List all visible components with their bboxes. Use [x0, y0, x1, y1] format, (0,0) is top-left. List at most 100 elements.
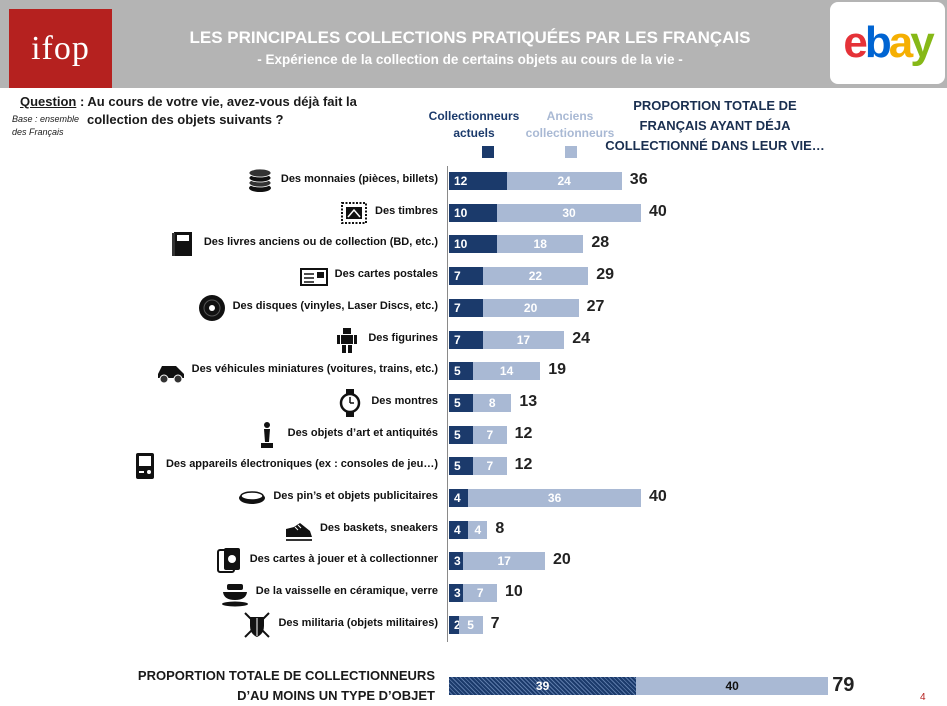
page-title: LES PRINCIPALES COLLECTIONS PRATIQUÉES P…	[189, 28, 751, 47]
base-note: Base : ensemble des Français	[12, 114, 80, 137]
game-console-icon	[130, 451, 160, 481]
legend-former-label: Anciens collectionneurs	[525, 109, 615, 140]
row-total-value: 27	[586, 297, 605, 315]
bar-former: 7	[473, 457, 507, 476]
stamp-icon	[339, 198, 369, 228]
bar-former: 18	[497, 235, 584, 254]
bar-current: 3	[449, 584, 464, 603]
bar-current: 4	[449, 489, 469, 507]
bar-former: 7	[473, 425, 507, 444]
category-label: Des montres	[371, 394, 438, 407]
bar-current: 5	[449, 457, 473, 476]
chart-row: Des cartes postales 7 22 29	[0, 263, 947, 289]
chart-row: Des cartes à jouer et à collectionner 3 17…	[0, 548, 947, 574]
legend-former-swatch	[565, 146, 577, 158]
question-line1: : Au cours de votre vie, avez-vous déjà …	[76, 94, 357, 109]
bar-current-value: 3	[454, 586, 461, 601]
bar-current-value: 10	[454, 205, 468, 220]
bar-former-value: 22	[528, 269, 543, 284]
category-label: Des livres anciens ou de collection (BD,…	[203, 236, 438, 249]
bar-former-value: 7	[486, 427, 494, 442]
legend-current-swatch	[482, 146, 494, 158]
row-total-value: 19	[548, 361, 566, 379]
bar-current: 5	[449, 362, 473, 381]
category-label: Des pin’s et objets publicitaires	[273, 490, 438, 502]
row-total-value: 28	[591, 234, 610, 252]
bar-current: 7	[449, 267, 483, 286]
row-total-value: 7	[490, 614, 500, 632]
bar-current: 12	[449, 172, 507, 190]
bar-former: 14	[473, 362, 541, 381]
row-total-value: 10	[505, 583, 523, 601]
page-number: 4	[920, 692, 926, 703]
bar-former-value: 4	[474, 522, 482, 537]
bar-former-value: 17	[516, 332, 531, 347]
postcard-icon	[299, 261, 329, 291]
bar-former: 17	[463, 552, 545, 571]
row-total-value: 12	[514, 424, 533, 442]
chart-row: Des livres anciens ou de collection (BD,…	[0, 231, 947, 257]
bar-former: 36	[468, 489, 641, 507]
bar-former-value: 20	[523, 300, 538, 315]
bar-current: 10	[449, 235, 497, 254]
chart-row: Des objets d’art et antiquités 5 7 12	[0, 421, 947, 448]
bar-current: 10	[449, 203, 497, 222]
chart-row: Des montres 5 8 13	[0, 388, 947, 418]
bar-current: 2	[449, 615, 461, 634]
chart-row: Des disques (vinyles, Laser Discs, etc.)…	[0, 293, 947, 323]
category-label: Des militaria (objets militaires)	[278, 616, 438, 629]
bar-former: 22	[482, 267, 589, 286]
bar-current-value: 4	[454, 491, 461, 505]
summary-label-line2: D’AU MOINS UN TYPE D’OBJET	[237, 688, 435, 703]
row-total-value: 36	[629, 171, 648, 188]
bar-former-value: 8	[488, 395, 496, 410]
question-line2: collection des objets suivants ?	[87, 112, 284, 127]
summary-bar-former: 40	[636, 677, 829, 695]
chart-row: Des véhicules miniatures (voitures, trai…	[0, 358, 947, 384]
row-total-value: 24	[572, 329, 590, 347]
category-label: Des véhicules miniatures (voitures, trai…	[191, 363, 438, 376]
summary-current-value: 39	[535, 679, 550, 693]
summary-label-line1: PROPORTION TOTALE DE COLLECTIONNEURS	[137, 668, 435, 683]
category-label: Des monnaies (pièces, billets)	[280, 173, 438, 185]
bar-current-value: 5	[454, 395, 461, 410]
category-label: Des timbres	[375, 204, 438, 217]
military-shield-icon	[242, 610, 272, 640]
category-label: Des cartes à jouer et à collectionner	[249, 553, 438, 566]
page-subtitle: - Expérience de la collection de certain…	[257, 52, 683, 67]
watch-icon	[335, 388, 365, 418]
summary-label: PROPORTION TOTALE DE COLLECTIONNEURS D’A…	[110, 666, 435, 706]
bar-former: 30	[497, 203, 641, 222]
legend-current-label: Collectionneurs actuels	[428, 109, 520, 140]
bar-former-value: 30	[562, 205, 576, 220]
ifop-logo-text: ifop	[31, 29, 90, 67]
bar-former-value: 7	[476, 586, 484, 601]
summary-total-value: 79	[832, 674, 855, 696]
chart-row: Des monnaies (pièces, billets) 12 24 36	[0, 168, 947, 194]
bar-former: 5	[458, 615, 483, 634]
question-text: Question : Au cours de votre vie, avez-v…	[20, 93, 357, 129]
bar-current-value: 7	[454, 269, 461, 284]
figurine-icon	[332, 325, 362, 355]
chart-row: Des militaria (objets militaires) 2 5 7	[0, 612, 947, 638]
chart-row: Des figurines 7 17 24	[0, 327, 947, 353]
bar-current-value: 4	[454, 522, 461, 537]
vinyl-disc-icon	[197, 293, 227, 323]
bar-former: 17	[482, 330, 565, 349]
bar-current: 4	[449, 520, 469, 539]
bar-former-value: 18	[533, 237, 547, 252]
category-label: Des figurines	[368, 331, 438, 344]
pin-badge-icon	[237, 483, 267, 513]
book-icon	[168, 229, 198, 259]
bar-former-value: 7	[486, 459, 494, 474]
chart-row: Des timbres 10 30 40	[0, 200, 947, 226]
bar-former-value: 17	[497, 554, 511, 569]
bar-current-value: 10	[454, 237, 468, 252]
bar-former: 7	[463, 584, 497, 603]
category-label: Des disques (vinyles, Laser Discs, etc.)	[232, 299, 438, 312]
summary-former-value: 40	[725, 679, 739, 693]
chart-axis	[447, 166, 448, 642]
bar-former-value: 36	[547, 491, 562, 505]
row-total-value: 29	[596, 266, 614, 284]
